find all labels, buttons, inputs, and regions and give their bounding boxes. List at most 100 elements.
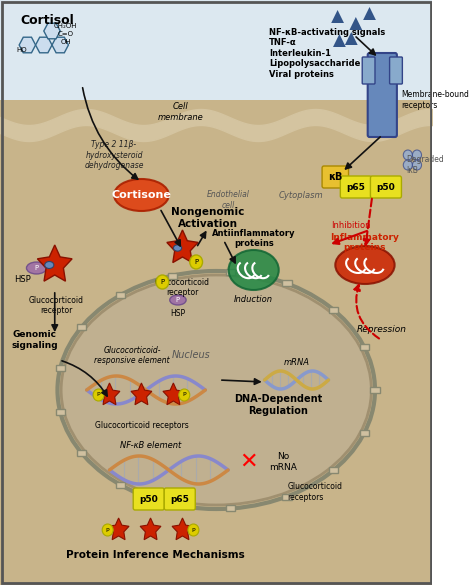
Circle shape bbox=[156, 275, 169, 289]
Ellipse shape bbox=[173, 245, 182, 251]
Polygon shape bbox=[140, 518, 161, 540]
FancyBboxPatch shape bbox=[390, 57, 402, 84]
Polygon shape bbox=[52, 37, 68, 53]
FancyBboxPatch shape bbox=[322, 166, 348, 188]
FancyBboxPatch shape bbox=[368, 53, 397, 137]
Polygon shape bbox=[19, 37, 36, 53]
Text: Inflammatory
proteins: Inflammatory proteins bbox=[330, 233, 400, 252]
Circle shape bbox=[102, 524, 113, 536]
Text: DNA-Dependent
Regulation: DNA-Dependent Regulation bbox=[234, 394, 322, 416]
Text: p50: p50 bbox=[376, 183, 395, 191]
Text: Glucocorticoid-
responsive element: Glucocorticoid- responsive element bbox=[94, 346, 170, 365]
Text: Cortisone: Cortisone bbox=[111, 190, 172, 200]
FancyBboxPatch shape bbox=[55, 409, 65, 415]
FancyBboxPatch shape bbox=[77, 324, 86, 331]
Polygon shape bbox=[167, 230, 198, 263]
Text: Repression: Repression bbox=[356, 325, 406, 335]
Text: HSP: HSP bbox=[14, 275, 31, 284]
FancyBboxPatch shape bbox=[283, 494, 292, 500]
Text: OH: OH bbox=[60, 39, 71, 45]
Ellipse shape bbox=[114, 179, 169, 211]
Text: Antiinflammatory
proteins: Antiinflammatory proteins bbox=[212, 229, 295, 248]
FancyBboxPatch shape bbox=[116, 292, 125, 298]
Text: Glucocorticoid receptors: Glucocorticoid receptors bbox=[94, 421, 188, 430]
Circle shape bbox=[93, 389, 104, 401]
Text: Membrane-bound
receptors: Membrane-bound receptors bbox=[401, 90, 469, 110]
Text: Type 2 11β-
hydroxysteroid
dehydrogenase: Type 2 11β- hydroxysteroid dehydrogenase bbox=[84, 140, 144, 170]
Text: Induction: Induction bbox=[234, 295, 273, 304]
FancyBboxPatch shape bbox=[164, 488, 195, 510]
Circle shape bbox=[412, 150, 421, 160]
Polygon shape bbox=[36, 37, 52, 53]
Text: Genomic
signaling: Genomic signaling bbox=[11, 331, 58, 350]
FancyBboxPatch shape bbox=[55, 365, 65, 371]
FancyBboxPatch shape bbox=[340, 176, 371, 198]
FancyBboxPatch shape bbox=[168, 273, 177, 278]
Polygon shape bbox=[363, 7, 376, 20]
Polygon shape bbox=[331, 10, 344, 23]
FancyBboxPatch shape bbox=[283, 280, 292, 287]
Ellipse shape bbox=[170, 295, 186, 305]
Text: Glucocorticoid
receptor: Glucocorticoid receptor bbox=[29, 296, 84, 315]
Ellipse shape bbox=[45, 261, 54, 269]
Text: HO: HO bbox=[17, 47, 27, 53]
FancyBboxPatch shape bbox=[226, 269, 236, 274]
FancyBboxPatch shape bbox=[362, 57, 375, 84]
Text: P: P bbox=[182, 393, 186, 397]
Text: Nongenomic
Activation: Nongenomic Activation bbox=[171, 207, 245, 229]
Text: ✕: ✕ bbox=[239, 452, 257, 472]
Text: p50: p50 bbox=[139, 494, 158, 504]
FancyBboxPatch shape bbox=[168, 501, 177, 507]
Text: Cell
membrane: Cell membrane bbox=[158, 102, 203, 122]
Text: P: P bbox=[106, 528, 109, 532]
Text: Degraded
IκB: Degraded IκB bbox=[406, 155, 444, 175]
Circle shape bbox=[190, 255, 202, 269]
Circle shape bbox=[179, 389, 190, 401]
Text: HSP: HSP bbox=[170, 309, 185, 318]
FancyBboxPatch shape bbox=[226, 505, 236, 511]
Text: P: P bbox=[160, 279, 164, 285]
Text: Nucleus: Nucleus bbox=[172, 350, 211, 360]
Text: p65: p65 bbox=[170, 494, 189, 504]
Circle shape bbox=[403, 160, 412, 170]
Ellipse shape bbox=[335, 246, 395, 284]
Text: Glucocorticoid
receptors: Glucocorticoid receptors bbox=[287, 482, 342, 502]
Text: mRNA: mRNA bbox=[283, 358, 310, 367]
Text: Protein Inference Mechanisms: Protein Inference Mechanisms bbox=[66, 550, 245, 560]
Polygon shape bbox=[349, 17, 362, 30]
Polygon shape bbox=[44, 23, 60, 39]
Text: NF-κB-activating signals
TNF-α
Interleukin-1
Lipopolysaccharide
Viral proteins: NF-κB-activating signals TNF-α Interleuk… bbox=[269, 28, 385, 78]
Polygon shape bbox=[163, 383, 184, 405]
FancyBboxPatch shape bbox=[133, 488, 164, 510]
Polygon shape bbox=[37, 245, 72, 281]
Ellipse shape bbox=[228, 250, 279, 290]
Text: p65: p65 bbox=[346, 183, 365, 191]
Text: P: P bbox=[35, 265, 38, 271]
Text: κB: κB bbox=[328, 172, 342, 182]
FancyBboxPatch shape bbox=[329, 307, 338, 313]
FancyBboxPatch shape bbox=[77, 450, 86, 456]
FancyBboxPatch shape bbox=[371, 387, 380, 393]
Ellipse shape bbox=[27, 262, 46, 274]
Text: Cortisol: Cortisol bbox=[20, 13, 74, 26]
Polygon shape bbox=[345, 32, 358, 45]
Text: C=O: C=O bbox=[58, 31, 73, 37]
Text: Endothelial
cell: Endothelial cell bbox=[207, 190, 249, 209]
Circle shape bbox=[188, 524, 199, 536]
Circle shape bbox=[412, 160, 421, 170]
Text: Cytoplasm: Cytoplasm bbox=[279, 191, 323, 199]
Polygon shape bbox=[172, 518, 193, 540]
FancyBboxPatch shape bbox=[0, 0, 432, 150]
Text: P: P bbox=[176, 297, 180, 303]
Text: NF-κB element: NF-κB element bbox=[120, 441, 181, 450]
Circle shape bbox=[403, 150, 412, 160]
Text: Glucocorticoid
receptor: Glucocorticoid receptor bbox=[155, 278, 210, 297]
Polygon shape bbox=[131, 383, 152, 405]
Polygon shape bbox=[99, 383, 120, 405]
Text: P: P bbox=[97, 393, 100, 397]
Text: Inhibition: Inhibition bbox=[331, 221, 371, 230]
Polygon shape bbox=[108, 518, 129, 540]
Text: P: P bbox=[194, 259, 198, 265]
Polygon shape bbox=[333, 34, 346, 47]
Text: No
mRNA: No mRNA bbox=[269, 452, 297, 472]
